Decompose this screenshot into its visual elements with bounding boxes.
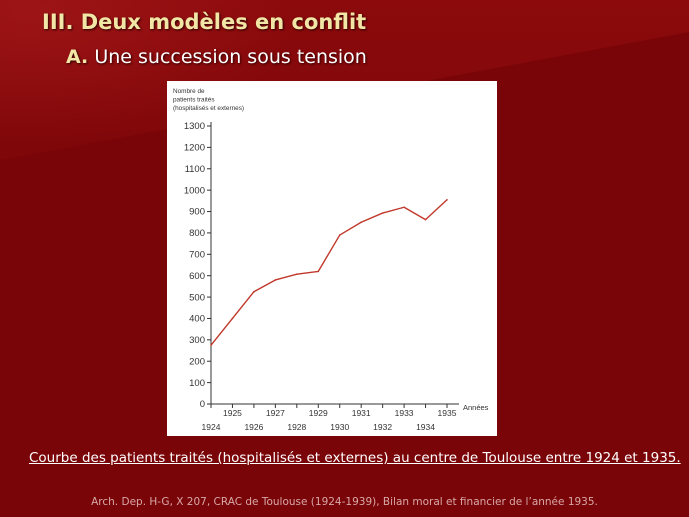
data-point xyxy=(210,344,212,346)
data-point xyxy=(424,218,427,221)
y-tick-label: 400 xyxy=(189,314,205,325)
y-tick-label: 100 xyxy=(189,378,205,389)
data-point xyxy=(338,234,341,236)
data-point xyxy=(274,279,277,281)
y-tick-label: 1200 xyxy=(184,143,205,154)
slide-subtitle: A. Une succession sous tension xyxy=(66,46,367,68)
x-tick-label: 1930 xyxy=(330,422,349,432)
data-point xyxy=(381,212,384,214)
y-tick-label: 0 xyxy=(200,399,205,410)
y-tick-label: 1100 xyxy=(185,164,205,175)
y-tick-label: 900 xyxy=(189,207,205,218)
x-tick-label: 1927 xyxy=(266,408,285,418)
data-point xyxy=(360,221,362,224)
chart-panel: Nombre de patients traités (hospitalisés e… xyxy=(167,81,497,436)
subtitle-letter: A. xyxy=(66,46,89,68)
data-point xyxy=(296,273,298,275)
y-axis-label-line: (hospitalisés et externes) xyxy=(173,105,244,112)
data-point xyxy=(231,317,234,320)
y-axis-label-line: patients traités xyxy=(173,97,215,104)
slide-title: III. Deux modèles en conflit xyxy=(42,10,367,34)
data-point xyxy=(446,198,448,201)
y-tick-label: 600 xyxy=(189,271,205,282)
x-tick-label: 1929 xyxy=(309,408,328,418)
x-tick-label: 1933 xyxy=(395,408,414,418)
y-tick-label: 500 xyxy=(189,292,205,303)
x-tick-label: 1931 xyxy=(352,408,371,418)
y-tick-label: 800 xyxy=(189,228,205,239)
x-axis-title: Années xyxy=(463,403,489,412)
y-tick-label: 700 xyxy=(189,250,205,261)
subtitle-text: Une succession sous tension xyxy=(94,46,367,68)
series-line xyxy=(210,199,448,346)
y-axis-label-line: Nombre de xyxy=(173,88,205,95)
x-tick-label: 1925 xyxy=(223,408,242,418)
x-tick-label: 1934 xyxy=(416,422,435,432)
y-tick-label: 200 xyxy=(189,356,205,367)
x-tick-label: 1932 xyxy=(373,422,392,432)
data-point xyxy=(253,290,255,293)
x-tick-label: 1935 xyxy=(438,408,457,418)
line-chart: Nombre de patients traités(hospitalisés e… xyxy=(173,88,489,432)
data-point xyxy=(403,206,405,209)
x-tick-label: 1928 xyxy=(287,422,306,432)
figure-caption: Courbe des patients traités (hospitalisé… xyxy=(29,450,681,466)
data-point xyxy=(317,270,320,273)
y-tick-label: 1000 xyxy=(184,185,205,196)
y-tick-label: 300 xyxy=(189,335,205,346)
x-tick-label: 1924 xyxy=(202,422,221,432)
y-tick-label: 1300 xyxy=(184,121,205,132)
x-tick-label: 1926 xyxy=(244,422,263,432)
source-note: Arch. Dep. H-G, X 207, CRAC de Toulouse … xyxy=(91,496,598,508)
